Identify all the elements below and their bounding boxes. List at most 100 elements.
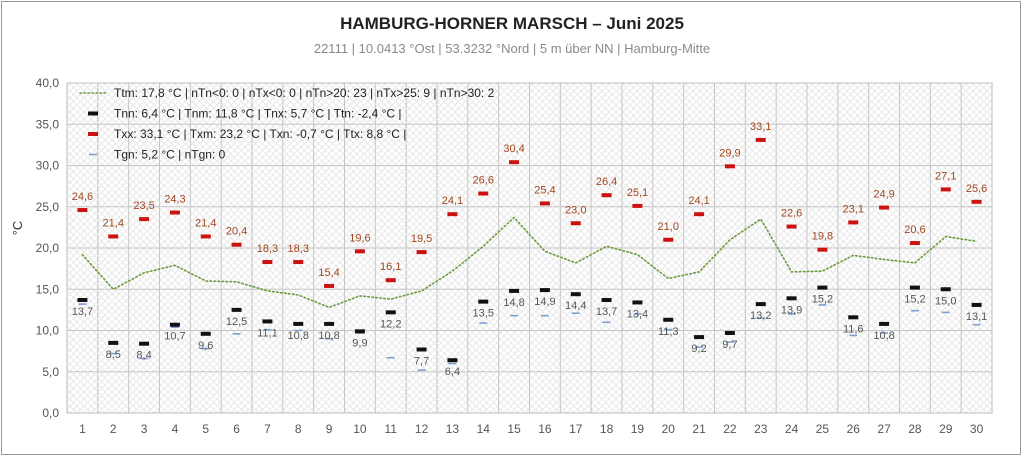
- tn-point: [971, 302, 982, 307]
- x-tick-label: 22: [723, 422, 737, 436]
- tn-point: [663, 317, 674, 322]
- tn-data-label: 15,2: [812, 294, 833, 306]
- legend-entry-tg: Tgn: 5,2 °C | nTgn: 0: [114, 148, 226, 162]
- tx-data-label: 20,4: [226, 226, 247, 238]
- y-tick-label: 40,0: [36, 76, 60, 90]
- tx-point: [601, 193, 612, 198]
- tn-data-label: 11,1: [257, 327, 278, 339]
- tx-point: [509, 160, 520, 165]
- tx-point: [848, 220, 859, 225]
- tx-data-label: 21,4: [195, 217, 216, 229]
- tx-data-label: 25,6: [966, 183, 987, 195]
- tx-point: [293, 260, 304, 265]
- legend-entry-tn: Tnn: 6,4 °C | Tnm: 11,8 °C | Tnx: 5,7 °C…: [114, 107, 402, 121]
- tn-point: [601, 297, 612, 302]
- x-tick-label: 4: [172, 422, 179, 436]
- tx-point: [200, 234, 211, 239]
- tx-data-label: 24,9: [873, 189, 894, 201]
- tn-data-label: 13,4: [627, 308, 648, 320]
- y-axis-label: °C: [10, 221, 25, 236]
- legend: Ttm: 17,8 °C | nTn<0: 0 | nTx<0: 0 | nTn…: [79, 86, 495, 162]
- tn-data-label: 15,0: [935, 295, 956, 307]
- x-tick-label: 24: [785, 422, 799, 436]
- tn-data-label: 13,2: [750, 310, 771, 322]
- x-tick-label: 10: [353, 422, 367, 436]
- tx-point: [940, 187, 951, 192]
- tn-point: [879, 321, 890, 326]
- tn-point: [293, 321, 304, 326]
- tn-point: [139, 341, 150, 346]
- legend-entry-ttm: Ttm: 17,8 °C | nTn<0: 0 | nTx<0: 0 | nTn…: [114, 86, 495, 100]
- x-tick-label: 14: [477, 422, 491, 436]
- tx-data-label: 23,1: [843, 203, 864, 215]
- tx-data-label: 19,8: [812, 231, 833, 243]
- x-tick-label: 25: [816, 422, 830, 436]
- tx-point: [817, 247, 828, 252]
- tx-data-label: 19,5: [411, 233, 432, 245]
- tn-point: [940, 287, 951, 292]
- tx-point: [169, 210, 180, 215]
- tn-point: [817, 285, 828, 290]
- tx-point: [755, 137, 766, 142]
- x-tick-label: 21: [692, 422, 706, 436]
- tx-data-label: 26,4: [596, 176, 617, 188]
- y-axis: 0,0 5,0 10,0 15,0 20,0 25,0 30,0 35,0 40,0: [36, 76, 60, 420]
- tn-data-label: 14,9: [534, 296, 555, 308]
- x-tick-label: 11: [385, 422, 398, 436]
- tx-data-label: 27,1: [935, 170, 956, 182]
- tx-data-label: 26,6: [473, 175, 494, 187]
- tn-data-label: 13,7: [72, 306, 93, 318]
- tn-point: [539, 288, 550, 293]
- grid-lines: [67, 83, 992, 413]
- tn-point: [262, 319, 273, 324]
- tn-point: [755, 302, 766, 307]
- tn-data-label: 13,1: [966, 311, 987, 323]
- tx-data-label: 20,6: [904, 224, 925, 236]
- tx-point: [632, 203, 643, 208]
- tx-data-label: 23,0: [565, 204, 586, 216]
- x-tick-label: 16: [538, 422, 552, 436]
- y-tick-label: 20,0: [36, 241, 60, 255]
- tn-point: [385, 310, 396, 315]
- tn-data-label: 7,7: [414, 355, 429, 367]
- tn-data-label: 13,5: [473, 308, 494, 320]
- tx-point: [570, 221, 581, 226]
- tn-point: [570, 292, 581, 297]
- tn-point: [478, 299, 489, 304]
- tx-point: [478, 191, 489, 196]
- tx-data-label: 16,1: [380, 261, 401, 273]
- tx-point: [694, 212, 705, 217]
- tn-data-label: 6,4: [445, 366, 460, 378]
- y-tick-label: 10,0: [36, 324, 60, 338]
- tx-point: [724, 164, 735, 169]
- tx-point: [324, 283, 335, 288]
- tx-point: [879, 205, 890, 210]
- tx-point: [539, 201, 550, 206]
- ttm-series-line: [81, 216, 978, 309]
- tn-data-label: 13,7: [596, 306, 617, 318]
- tn-point: [632, 300, 643, 305]
- x-tick-label: 2: [110, 422, 117, 436]
- tx-point: [663, 237, 674, 242]
- tn-data-label: 14,4: [565, 300, 586, 312]
- x-tick-label: 23: [754, 422, 768, 436]
- tn-data-label: 10,8: [288, 330, 309, 342]
- tx-data-label: 25,4: [534, 184, 555, 196]
- tx-point: [385, 278, 396, 283]
- tn-point: [447, 358, 458, 363]
- x-tick-label: 12: [415, 422, 429, 436]
- tn-data-label: 12,5: [226, 316, 247, 328]
- tn-data-label: 9,7: [722, 339, 737, 351]
- tn-data-label: 11,6: [843, 323, 864, 335]
- tn-data-label: 9,9: [352, 337, 367, 349]
- tn-data-label: 12,2: [380, 318, 401, 330]
- tx-point: [139, 217, 150, 222]
- tn-data-label: 14,8: [503, 297, 524, 309]
- tx-data-label: 30,4: [503, 143, 524, 155]
- tn-point: [108, 340, 119, 345]
- legend-key-tn: [88, 111, 98, 116]
- tn-data-label: 8,4: [136, 350, 151, 362]
- tx-point: [416, 250, 427, 255]
- x-tick-label: 26: [847, 422, 861, 436]
